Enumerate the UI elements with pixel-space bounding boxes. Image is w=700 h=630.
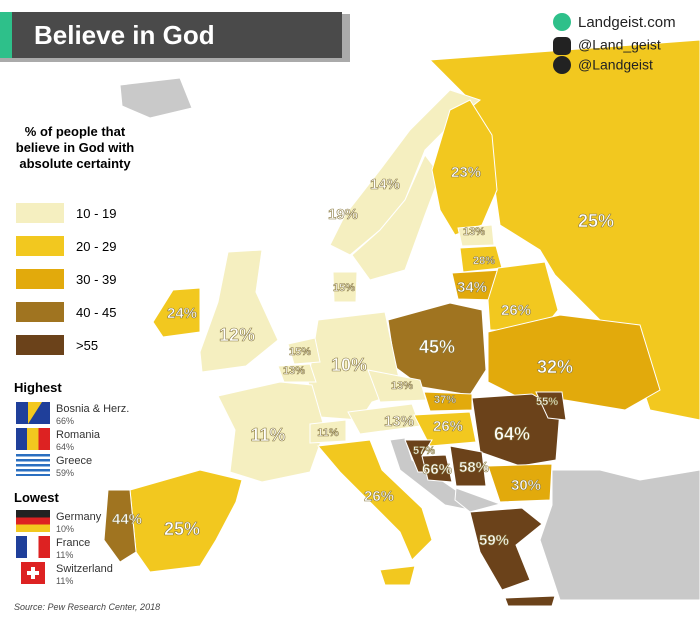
map-label: 59% bbox=[479, 532, 509, 549]
map-label: 14% bbox=[370, 176, 400, 193]
legend-item: 10 - 19 bbox=[16, 203, 156, 225]
country-name: Germany bbox=[56, 511, 102, 523]
map-label: 34% bbox=[457, 279, 487, 296]
map-label: 13% bbox=[463, 226, 485, 238]
section-title: Highest bbox=[14, 380, 62, 395]
social-handle: @Landgeist bbox=[578, 57, 653, 73]
map-label: 23% bbox=[451, 164, 481, 181]
legend-label: 30 - 39 bbox=[76, 272, 117, 287]
map-label: 11% bbox=[250, 425, 285, 445]
legend-item: >55 bbox=[16, 335, 156, 357]
map-label: 45% bbox=[419, 337, 455, 357]
map-label: 66% bbox=[422, 461, 452, 478]
map-label: 32% bbox=[537, 357, 573, 377]
flag bbox=[16, 402, 50, 424]
title-banner: Believe in God bbox=[0, 12, 350, 62]
map-label: 64% bbox=[494, 424, 530, 444]
source: Source: Pew Research Center, 2018 bbox=[14, 602, 161, 612]
map-label: 25% bbox=[164, 519, 200, 539]
legend-label: 20 - 29 bbox=[76, 239, 117, 254]
legend-label: >55 bbox=[76, 338, 99, 353]
map-label: 55% bbox=[536, 396, 558, 408]
map-label: 11% bbox=[317, 427, 339, 439]
country-name: Bosnia & Herz. bbox=[56, 403, 130, 415]
title: Believe in God bbox=[34, 20, 215, 50]
legend-label: 10 - 19 bbox=[76, 206, 117, 221]
social: Landgeist.com @Land_geist @Landgeist bbox=[553, 13, 676, 74]
map-label: 13% bbox=[283, 365, 305, 377]
country-name: Switzerland bbox=[56, 563, 113, 575]
map-label: 26% bbox=[501, 302, 531, 319]
flag bbox=[16, 454, 50, 476]
section-title: Lowest bbox=[14, 490, 59, 505]
country-name: Romania bbox=[56, 429, 101, 441]
country-value: 59% bbox=[56, 468, 75, 478]
map-label: 13% bbox=[384, 413, 414, 430]
country-name: Greece bbox=[56, 455, 93, 467]
map-label: 15% bbox=[333, 282, 355, 294]
legend-label: 40 - 45 bbox=[76, 305, 117, 320]
flag bbox=[21, 562, 45, 584]
country-value: 66% bbox=[56, 416, 75, 426]
land bbox=[103, 39, 700, 607]
map-label: 10% bbox=[331, 355, 367, 375]
country-name: France bbox=[56, 537, 91, 549]
country-value: 10% bbox=[56, 524, 75, 534]
map-label: 25% bbox=[578, 211, 614, 231]
flag bbox=[16, 510, 50, 532]
social-handle: Landgeist.com bbox=[578, 14, 676, 31]
map-label: 24% bbox=[167, 305, 197, 322]
map-label: 58% bbox=[459, 459, 489, 476]
map-label: 12% bbox=[219, 325, 255, 345]
map-label: 19% bbox=[328, 206, 358, 223]
map-label: 15% bbox=[289, 346, 311, 358]
map-label: 26% bbox=[364, 488, 394, 505]
map-label: 57% bbox=[413, 445, 435, 457]
country-value: 11% bbox=[56, 550, 74, 560]
country-value: 64% bbox=[56, 442, 75, 452]
map-label: 13% bbox=[391, 380, 413, 392]
map-labels: 14% 19% 23% 25% 13% 28% 34% 15% 24% 12% … bbox=[112, 164, 615, 550]
map-label: 44% bbox=[112, 511, 142, 528]
country-value: 11% bbox=[56, 576, 74, 586]
map-label: 28% bbox=[473, 255, 495, 267]
legend-title: % of people that believe in God with abs… bbox=[15, 124, 135, 171]
map-label: 26% bbox=[433, 418, 463, 435]
flag bbox=[16, 428, 50, 450]
flag bbox=[16, 536, 50, 558]
legend-item: 20 - 29 bbox=[16, 236, 156, 258]
map-label: 30% bbox=[511, 477, 541, 494]
map-label: 37% bbox=[434, 394, 456, 406]
legend-item: 40 - 45 bbox=[16, 302, 156, 324]
legend-item: 30 - 39 bbox=[16, 269, 156, 291]
social-handle: @Land_geist bbox=[578, 37, 661, 53]
